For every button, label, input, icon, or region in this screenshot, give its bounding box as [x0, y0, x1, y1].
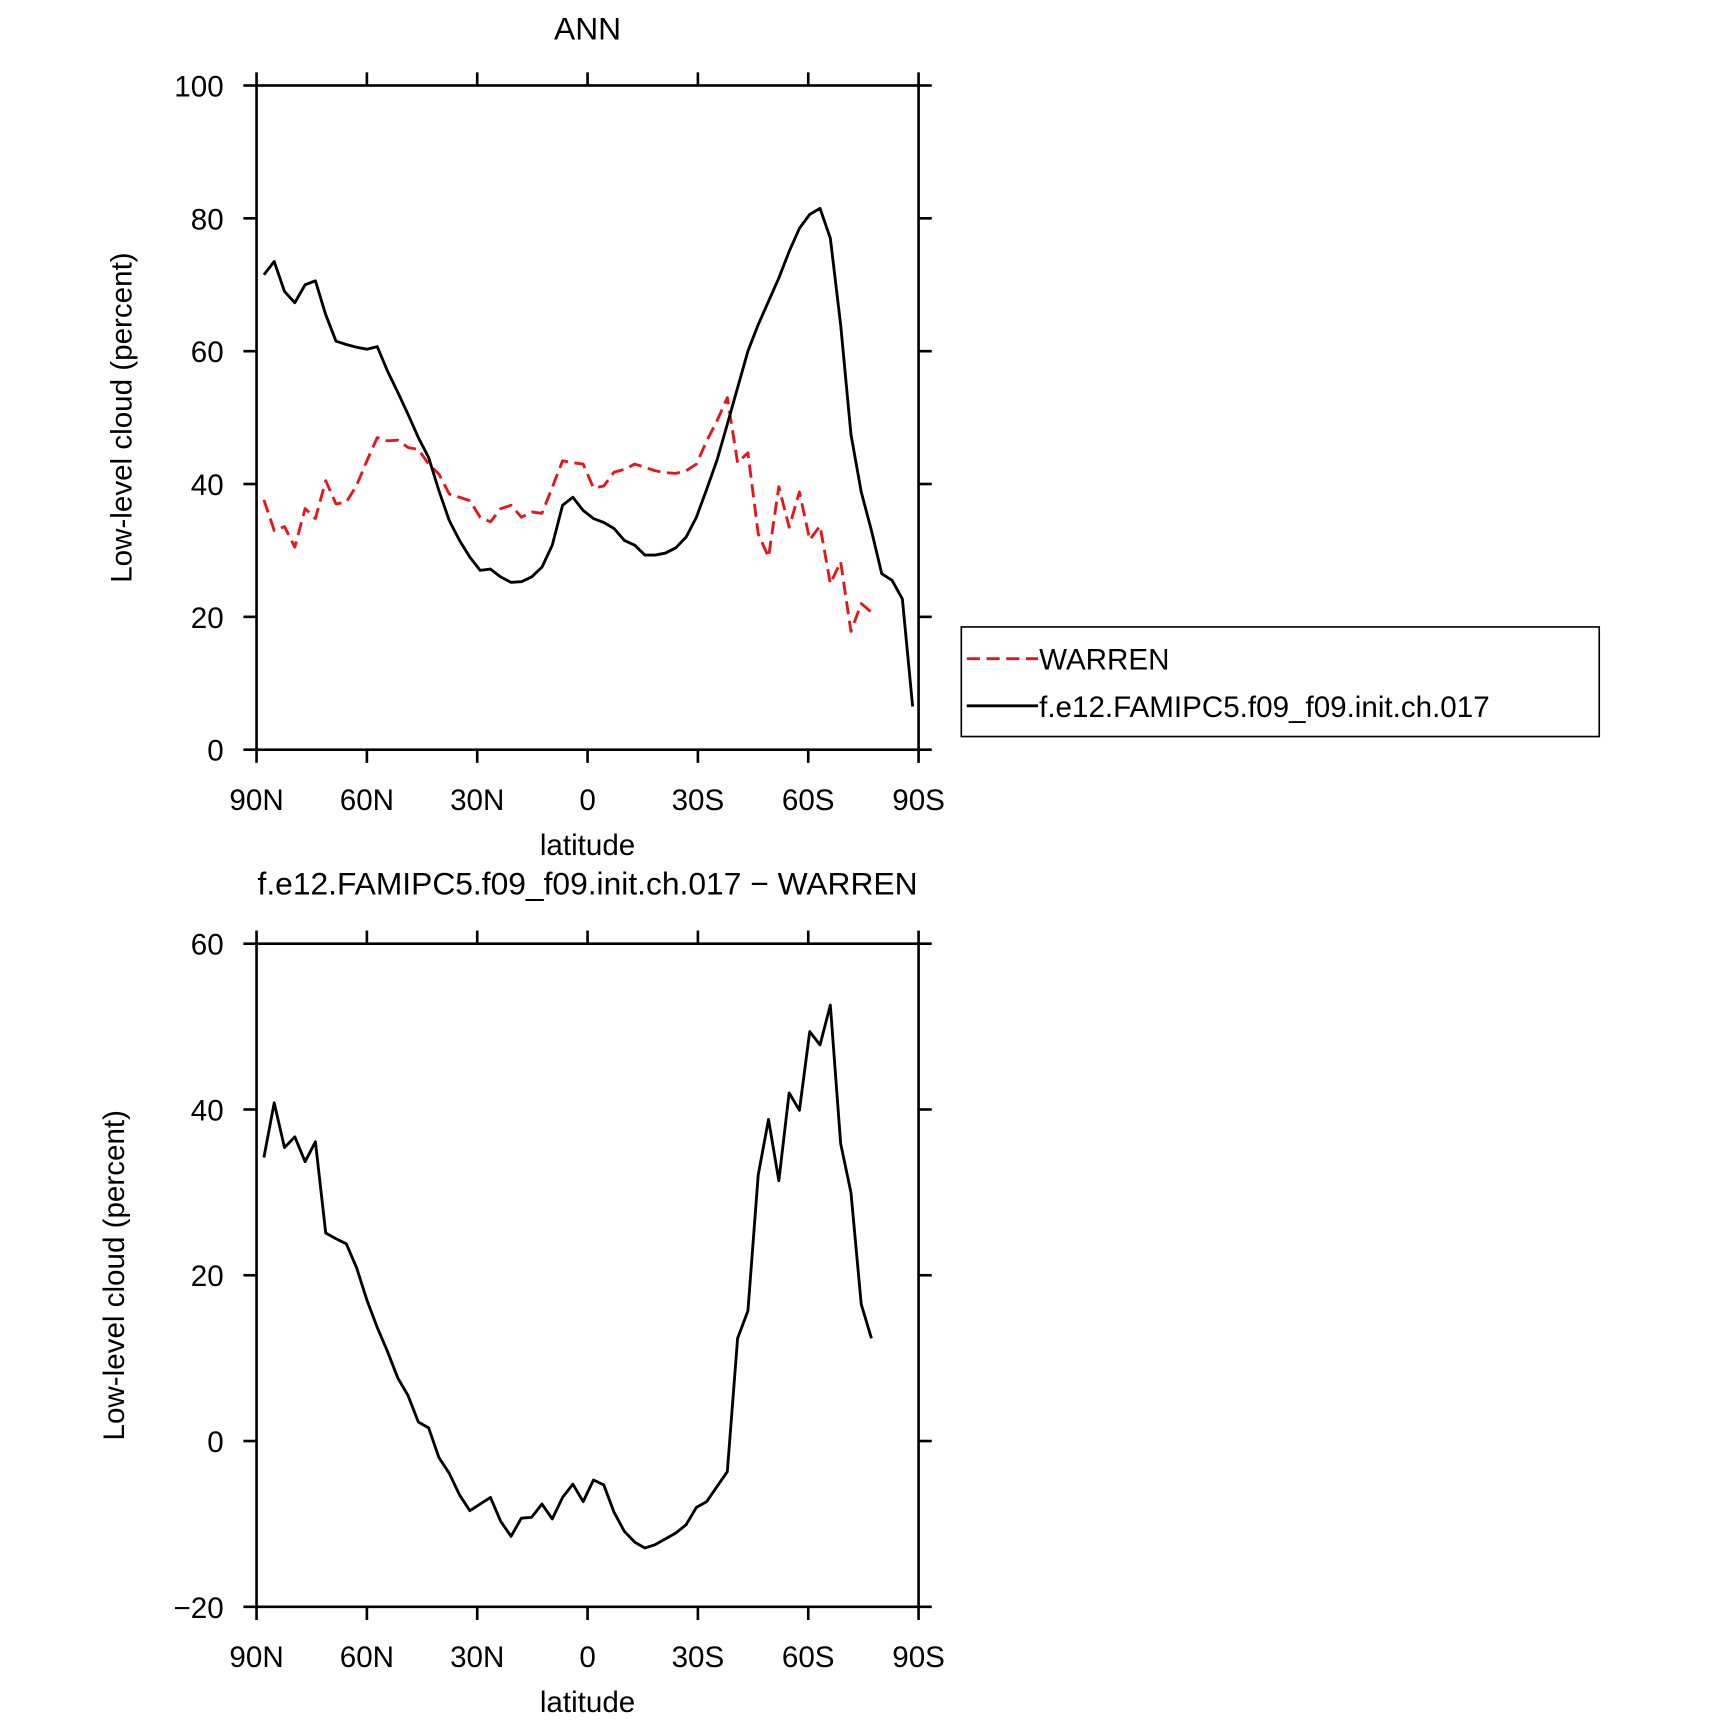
chart-title: f.e12.FAMIPC5.f09_f09.init.ch.017 − WARR… [258, 865, 918, 901]
y-axis-label: Low-level cloud (percent) [106, 252, 139, 582]
data-line [262, 1003, 873, 1550]
y-axis-label: Low-level cloud (percent) [98, 1110, 131, 1440]
x-tick-label: 90N [229, 784, 283, 817]
y-tick-label: 60 [191, 336, 224, 369]
y-tick-label: 80 [191, 203, 224, 236]
data-line [262, 396, 873, 633]
x-axis-label: latitude [540, 1686, 635, 1719]
x-tick-label: 0 [579, 1641, 595, 1674]
x-tick-label: 30N [450, 1641, 504, 1674]
y-tick-label: −20 [173, 1592, 223, 1625]
y-tick-label: 20 [191, 1260, 224, 1293]
y-tick-label: 0 [207, 735, 223, 768]
y-tick-label: 20 [191, 602, 224, 635]
chart-title: ANN [554, 10, 621, 46]
y-tick-label: 0 [207, 1426, 223, 1459]
x-tick-label: 90N [229, 1641, 283, 1674]
legend-box [960, 626, 1601, 738]
y-tick-label: 60 [191, 929, 224, 962]
x-tick-label: 60S [782, 784, 835, 817]
x-tick-label: 60S [782, 1641, 835, 1674]
y-tick-label: 100 [174, 70, 223, 103]
legend-label: f.e12.FAMIPC5.f09_f09.init.ch.017 [1039, 691, 1490, 724]
x-tick-label: 30N [450, 784, 504, 817]
x-tick-label: 90S [892, 1641, 945, 1674]
x-axis-label: latitude [540, 829, 635, 862]
x-tick-label: 30S [672, 1641, 725, 1674]
legend-label: WARREN [1039, 644, 1169, 677]
plot-frame [255, 84, 920, 752]
x-tick-label: 60N [340, 1641, 394, 1674]
x-tick-label: 0 [579, 784, 595, 817]
x-tick-label: 60N [340, 784, 394, 817]
x-tick-label: 30S [672, 784, 725, 817]
y-tick-label: 40 [191, 1094, 224, 1127]
y-tick-label: 40 [191, 469, 224, 502]
x-tick-label: 90S [892, 784, 945, 817]
data-line [262, 206, 915, 707]
